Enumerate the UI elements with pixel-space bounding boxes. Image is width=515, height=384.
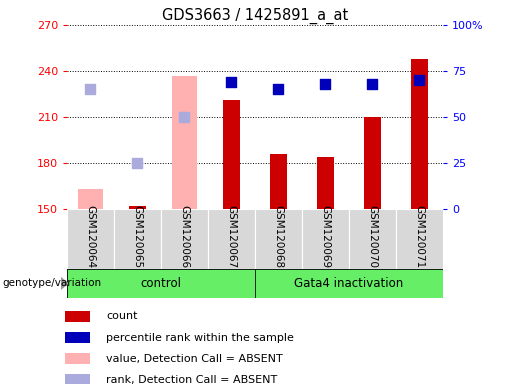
Bar (208, 209, 255, 269)
Bar (65, 353, 90, 364)
Text: GSM120064: GSM120064 (85, 205, 95, 268)
Point (180, 114, 188, 120)
Bar (223, 100, 239, 209)
Bar (78, 189, 104, 209)
Bar (396, 209, 443, 269)
Bar (114, 209, 161, 269)
Bar (129, 206, 146, 209)
Bar (67, 209, 114, 269)
Point (368, 81, 376, 87)
Bar (364, 117, 381, 209)
Bar (302, 209, 349, 269)
Bar (255, 269, 443, 298)
Point (415, 77, 423, 83)
Text: Gata4 inactivation: Gata4 inactivation (294, 277, 404, 290)
Text: GSM120067: GSM120067 (227, 205, 236, 268)
Bar (65, 332, 90, 343)
Point (133, 160, 142, 166)
Polygon shape (61, 276, 69, 290)
Bar (67, 269, 255, 298)
Point (87, 86, 95, 93)
Point (227, 79, 235, 85)
Bar (255, 209, 302, 269)
Text: percentile rank within the sample: percentile rank within the sample (106, 333, 294, 343)
Bar (349, 209, 396, 269)
Bar (65, 311, 90, 322)
Text: GSM120069: GSM120069 (320, 205, 331, 268)
Bar (161, 209, 208, 269)
Text: GSM120070: GSM120070 (367, 205, 377, 268)
Bar (411, 59, 427, 209)
Text: control: control (141, 277, 181, 290)
Point (321, 81, 330, 87)
Bar (171, 76, 197, 209)
Text: value, Detection Call = ABSENT: value, Detection Call = ABSENT (106, 354, 283, 364)
Text: GSM120065: GSM120065 (132, 205, 143, 268)
Bar (270, 154, 287, 209)
Text: count: count (106, 311, 138, 321)
Text: GSM120068: GSM120068 (273, 205, 283, 268)
Text: rank, Detection Call = ABSENT: rank, Detection Call = ABSENT (106, 375, 277, 384)
Bar (65, 374, 90, 384)
Bar (317, 157, 334, 209)
Text: GSM120066: GSM120066 (179, 205, 190, 268)
Text: GSM120071: GSM120071 (415, 205, 424, 268)
Title: GDS3663 / 1425891_a_at: GDS3663 / 1425891_a_at (162, 7, 348, 23)
Text: genotype/variation: genotype/variation (3, 278, 101, 288)
Point (274, 86, 283, 93)
